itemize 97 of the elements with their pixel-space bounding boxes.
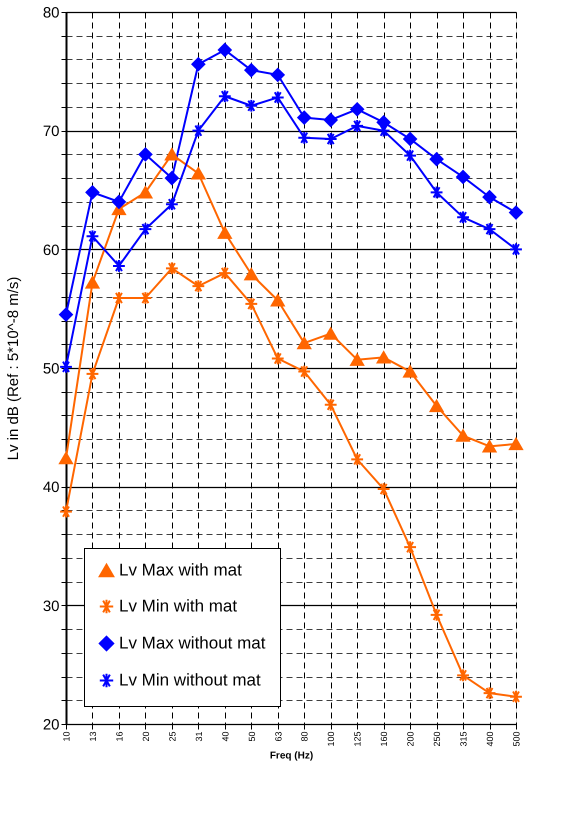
point [297, 364, 312, 378]
point [191, 124, 206, 138]
point [218, 89, 232, 104]
legend-label: Lv Min with mat [119, 596, 238, 616]
point [350, 119, 364, 133]
x-axis-title: Freq (Hz) [270, 750, 314, 762]
x-tick-label: 160 [379, 732, 390, 747]
point [297, 110, 312, 125]
legend-label: Lv Max without mat [119, 634, 266, 652]
point [509, 690, 523, 704]
point [430, 400, 444, 412]
y-tick-label: 50 [42, 360, 60, 378]
point [164, 261, 179, 276]
x-tick-label: 250 [432, 732, 442, 747]
x-tick-label: 200 [406, 732, 416, 747]
point [456, 210, 470, 224]
point [112, 194, 126, 209]
x-tick-label: 25 [167, 732, 178, 742]
y-tick-label: 30 [42, 598, 60, 615]
point [509, 242, 523, 256]
point [218, 266, 232, 280]
x-tick-label: 125 [352, 732, 363, 747]
point [218, 226, 232, 239]
y-tick-label: 80 [42, 4, 60, 22]
point [86, 276, 100, 289]
point [86, 185, 100, 200]
point [376, 482, 391, 496]
point [270, 90, 285, 104]
point [350, 354, 364, 366]
point [244, 63, 258, 78]
x-tick-label: 16 [114, 732, 124, 742]
x-tick-label: 315 [458, 732, 469, 747]
x-tick-label: 31 [194, 732, 204, 742]
point [191, 279, 206, 294]
point [164, 197, 179, 212]
point [191, 167, 206, 180]
point [376, 351, 391, 364]
point [324, 113, 338, 127]
x-tick-label: 80 [300, 732, 310, 742]
point [270, 352, 285, 366]
point [244, 268, 258, 280]
x-tick-label: 13 [88, 732, 98, 742]
point [509, 206, 523, 220]
point [403, 540, 418, 554]
point [270, 294, 285, 306]
point [244, 297, 258, 311]
point [138, 147, 152, 162]
x-tick-label: 500 [512, 732, 522, 747]
legend-label: Lv Max with mat [119, 560, 242, 580]
point [86, 367, 100, 381]
x-tick-label: 10 [62, 732, 72, 742]
point [324, 398, 338, 412]
x-tick-label: 400 [485, 732, 496, 747]
point [350, 452, 364, 466]
point [138, 222, 152, 236]
point [482, 190, 496, 204]
point [482, 440, 496, 452]
y-tick-label: 70 [42, 123, 60, 140]
point [482, 222, 496, 236]
point [430, 608, 444, 622]
point [112, 259, 126, 273]
point [456, 430, 470, 442]
point [138, 186, 152, 198]
point [430, 185, 444, 200]
point [59, 452, 73, 464]
point [324, 132, 338, 146]
x-tick-label: 50 [246, 732, 257, 742]
x-tick-label: 40 [220, 732, 230, 742]
y-tick-label: 60 [42, 242, 60, 259]
x-tick-label: 100 [326, 732, 336, 747]
point [456, 170, 470, 184]
point [59, 504, 73, 519]
point [456, 668, 470, 682]
point [482, 686, 496, 700]
point [270, 68, 285, 82]
x-tick-label: 20 [140, 732, 151, 742]
point [350, 102, 364, 116]
point [509, 438, 523, 450]
point [86, 229, 100, 244]
point [297, 336, 312, 350]
point [59, 308, 73, 322]
point [244, 98, 258, 113]
x-tick-label: 63 [273, 732, 284, 742]
point [191, 57, 206, 72]
point [297, 130, 312, 145]
point [324, 327, 338, 340]
point [403, 365, 418, 378]
y-tick-label: 40 [42, 479, 60, 496]
point [218, 43, 232, 57]
point [430, 152, 444, 166]
legend-label: Lv Min without mat [119, 670, 261, 690]
point [164, 148, 179, 161]
y-axis-title: Lv in dB (Ref : 5*10^-8 m/s) [4, 276, 22, 460]
point [403, 132, 418, 146]
point [164, 171, 179, 186]
point [403, 148, 418, 163]
point [59, 360, 73, 374]
